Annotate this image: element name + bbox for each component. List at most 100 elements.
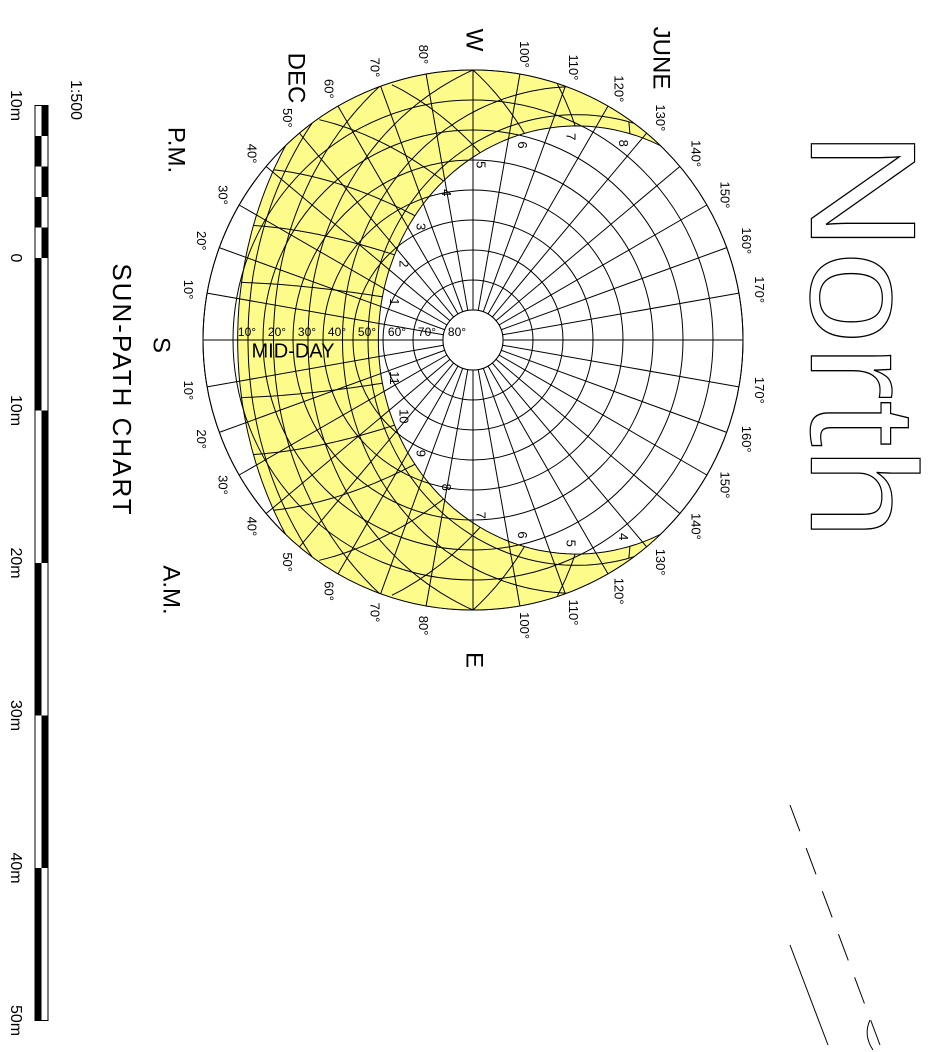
azimuth-label: 30° [215,475,230,495]
midday-label: MID-DAY [252,340,335,362]
scale-label: 30m [7,700,24,731]
hour-label: 9 [414,450,429,457]
scale-label: 10m [7,90,24,121]
azimuth-line [482,86,566,312]
hour-label: 10 [396,409,411,423]
horizon-outline [202,69,744,611]
altitude-label: 80° [448,325,466,339]
hour-line [472,69,525,134]
azimuth-line [487,105,609,315]
chart-title: SUN-PATH CHART [107,263,137,516]
azimuth-label: 100° [517,612,532,639]
azimuth-line [477,369,521,606]
pm-label: P.M. [163,127,190,173]
azimuth-line [495,358,681,514]
azimuth-line [502,344,739,388]
scale-segment [41,410,48,563]
azimuth-label: 170° [752,276,767,303]
azimuth-label: 60° [322,581,337,601]
hour-label: 5 [564,540,579,547]
hour-label: 7 [564,133,579,140]
sun-band [237,70,661,610]
altitude-label: 50° [358,325,376,339]
azimuth-label: 160° [739,227,754,254]
azimuth-line [299,362,455,548]
altitude-label: 30° [298,325,316,339]
hour-label: 4 [616,533,631,540]
hour-line [628,546,631,559]
azimuth-label: 140° [689,513,704,540]
hour-label: 3 [414,223,429,230]
azimuth-label: 100° [517,41,532,68]
azimuth-line [219,349,445,433]
scale-label: 40m [7,852,24,883]
hour-line [556,84,576,127]
inner-disc [442,309,504,371]
altitude-label: 40° [328,325,346,339]
scale-segment [41,166,48,197]
azimuth-label: 20° [194,231,209,251]
azimuth-line [337,365,459,575]
azimuth-line [207,344,444,388]
hour-line [472,546,525,611]
hour-label: 1 [387,298,402,305]
hour-label: 5 [473,161,488,168]
hour-line [253,424,395,456]
east-label: E [461,652,488,668]
azimuth-line [498,354,708,476]
dashed-line [789,804,881,1046]
azimuth-line [207,292,444,336]
hour-line [273,169,416,217]
scale-label: 20m [7,547,24,578]
hour-line [628,121,631,134]
hour-line [391,526,481,596]
azimuth-label: 130° [653,104,668,131]
scale-segment [41,227,48,258]
hour-line [253,224,395,256]
azimuth-label: 80° [416,45,431,65]
azimuth-label: 70° [367,603,382,623]
azimuth-line [491,132,647,318]
scale-segment [35,197,42,228]
june-label: JUNE [648,27,675,90]
azimuth-label: 50° [280,108,295,128]
azimuth-label: 150° [718,182,733,209]
azimuth-line [495,166,681,322]
azimuth-label: 120° [612,578,627,605]
azimuth-line [482,368,566,594]
hour-label: 6 [515,141,530,148]
azimuth-line [491,362,647,548]
scale-segment [41,715,48,868]
altitude-label: 20° [268,325,286,339]
azimuth-line [501,349,727,433]
azimuth-label: 20° [194,429,209,449]
hour-label: 8 [616,140,631,147]
azimuth-label: 80° [416,616,431,636]
north-label: North [779,130,943,540]
am-label: A.M. [158,565,185,614]
azimuth-line [238,204,448,326]
azimuth-label: 10° [181,280,196,300]
hour-label: 11 [387,371,402,385]
azimuth-line [337,105,459,315]
azimuth-line [501,247,727,331]
azimuth-line [219,247,445,331]
hour-line [273,463,416,511]
rotated-sheet: North SUN-PATH CHART P.M. A.M. S W E JUN… [7,27,943,1051]
azimuth-label: 30° [215,185,230,205]
hour-line [241,382,383,399]
azimuth-line [502,292,739,336]
azimuth-line [425,369,469,606]
scale-label: 0 [7,254,24,263]
altitude-label: 10° [238,325,256,339]
azimuth-line [487,365,609,575]
boundary-curve [866,1019,874,1051]
scale-segment [35,563,42,716]
hour-label: 8 [439,484,454,491]
azimuth-label: 50° [280,552,295,572]
azimuth-label: 40° [244,144,259,164]
scale-segment [41,105,48,136]
azimuth-label: 140° [689,140,704,167]
scale-segment [35,136,42,167]
hour-line [319,119,444,182]
